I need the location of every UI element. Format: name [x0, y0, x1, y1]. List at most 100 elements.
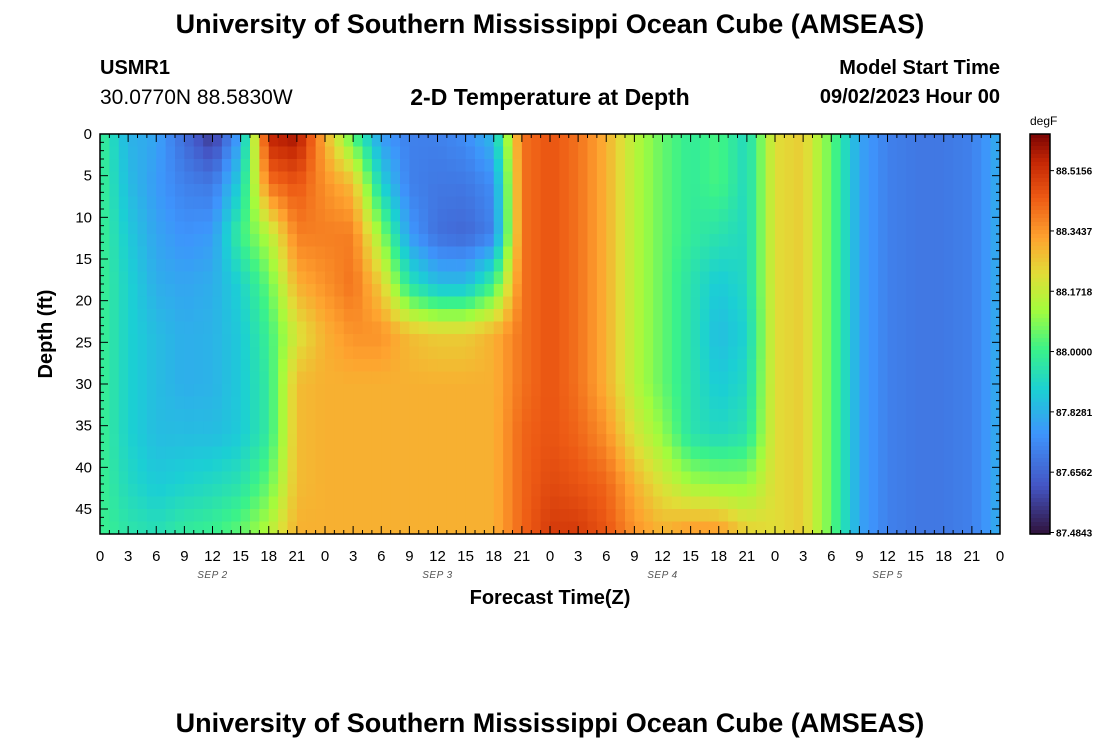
- colorbar-segment: [1030, 462, 1050, 467]
- heatmap-cell: [165, 496, 176, 510]
- colorbar-segment: [1030, 378, 1050, 383]
- heatmap-cell: [690, 421, 701, 435]
- heatmap-cell: [700, 509, 710, 523]
- heatmap-cell: [362, 209, 373, 223]
- heatmap-cell: [325, 521, 335, 534]
- heatmap-cell: [437, 359, 448, 373]
- heatmap-cell: [371, 209, 382, 223]
- heatmap-cell: [287, 521, 298, 534]
- heatmap-cell: [503, 459, 514, 473]
- heatmap-cell: [390, 246, 401, 260]
- heatmap-cell: [662, 221, 673, 235]
- heatmap-cell: [793, 196, 804, 210]
- heatmap-cell: [728, 521, 739, 534]
- heatmap-cell: [690, 209, 701, 223]
- heatmap-cell: [550, 496, 560, 510]
- heatmap-cell: [137, 221, 148, 235]
- heatmap-cell: [475, 471, 485, 485]
- heatmap-cell: [906, 471, 917, 485]
- heatmap-cell: [390, 221, 401, 235]
- heatmap-cell: [456, 159, 467, 173]
- heatmap-cell: [662, 284, 673, 298]
- heatmap-cell: [409, 409, 420, 423]
- heatmap-cell: [259, 359, 270, 373]
- heatmap-cell: [128, 346, 139, 360]
- heatmap-cell: [915, 209, 926, 223]
- heatmap-cell: [100, 171, 110, 185]
- heatmap-cell: [156, 134, 167, 148]
- heatmap-cell: [690, 184, 701, 198]
- heatmap-cell: [109, 384, 120, 398]
- heatmap-cell: [765, 346, 776, 360]
- heatmap-cell: [353, 159, 364, 173]
- heatmap-cell: [634, 209, 645, 223]
- heatmap-cell: [953, 246, 964, 260]
- heatmap-cell: [437, 459, 448, 473]
- date-label: SEP 5: [872, 570, 902, 581]
- heatmap-cell: [925, 346, 935, 360]
- heatmap-cell: [653, 234, 664, 248]
- heatmap-cell: [203, 434, 214, 448]
- heatmap-cell: [240, 409, 251, 423]
- heatmap-cell: [690, 396, 701, 410]
- heatmap-cell: [475, 221, 485, 235]
- heatmap-cell: [325, 271, 335, 285]
- heatmap-cell: [906, 346, 917, 360]
- heatmap-cell: [765, 496, 776, 510]
- heatmap-cell: [531, 346, 542, 360]
- heatmap-cell: [793, 334, 804, 348]
- heatmap-cell: [268, 334, 279, 348]
- heatmap-cell: [334, 396, 345, 410]
- heatmap-cell: [278, 209, 289, 223]
- heatmap-cell: [756, 484, 767, 498]
- heatmap-cell: [821, 159, 832, 173]
- model-start-value: 09/02/2023 Hour 00: [819, 86, 1000, 108]
- heatmap-cell: [418, 134, 429, 148]
- heatmap-cell: [484, 184, 495, 198]
- heatmap-cell: [596, 259, 607, 273]
- heatmap-cell: [240, 521, 251, 534]
- heatmap-cell: [784, 184, 795, 198]
- heatmap-cell: [203, 396, 214, 410]
- heatmap-cell: [475, 459, 485, 473]
- heatmap-cell: [353, 334, 364, 348]
- heatmap-cell: [765, 134, 776, 148]
- heatmap-cell: [850, 171, 860, 185]
- heatmap-cell: [540, 309, 551, 323]
- heatmap-cell: [353, 409, 364, 423]
- heatmap-cell: [128, 334, 139, 348]
- heatmap-cell: [184, 509, 195, 523]
- heatmap-cell: [971, 496, 982, 510]
- heatmap-cell: [521, 271, 532, 285]
- heatmap-cell: [962, 146, 973, 160]
- heatmap-cell: [240, 459, 251, 473]
- colorbar-segment: [1030, 394, 1050, 399]
- heatmap-cell: [325, 284, 335, 298]
- colorbar-segment: [1030, 334, 1050, 339]
- heatmap-cell: [137, 259, 148, 273]
- heatmap-cell: [493, 246, 504, 260]
- heatmap-cell: [709, 146, 720, 160]
- heatmap-cell: [821, 321, 832, 335]
- colorbar-segment: [1030, 134, 1050, 139]
- heatmap-cell: [503, 246, 514, 260]
- heatmap-cell: [981, 496, 992, 510]
- heatmap-cell: [868, 296, 879, 310]
- x-tick-label: 6: [602, 548, 610, 565]
- heatmap-cell: [165, 184, 176, 198]
- heatmap-cell: [728, 484, 739, 498]
- heatmap-cell: [568, 434, 579, 448]
- heatmap-cell: [137, 434, 148, 448]
- heatmap-cell: [915, 471, 926, 485]
- heatmap-cell: [934, 246, 945, 260]
- heatmap-cell: [184, 521, 195, 534]
- heatmap-cell: [606, 484, 617, 498]
- heatmap-cell: [521, 509, 532, 523]
- heatmap-cell: [643, 196, 654, 210]
- heatmap-cell: [109, 309, 120, 323]
- heatmap-cell: [831, 246, 842, 260]
- heatmap-cell: [878, 284, 889, 298]
- heatmap-cell: [925, 171, 935, 185]
- heatmap-cell: [531, 246, 542, 260]
- heatmap-cell: [840, 384, 851, 398]
